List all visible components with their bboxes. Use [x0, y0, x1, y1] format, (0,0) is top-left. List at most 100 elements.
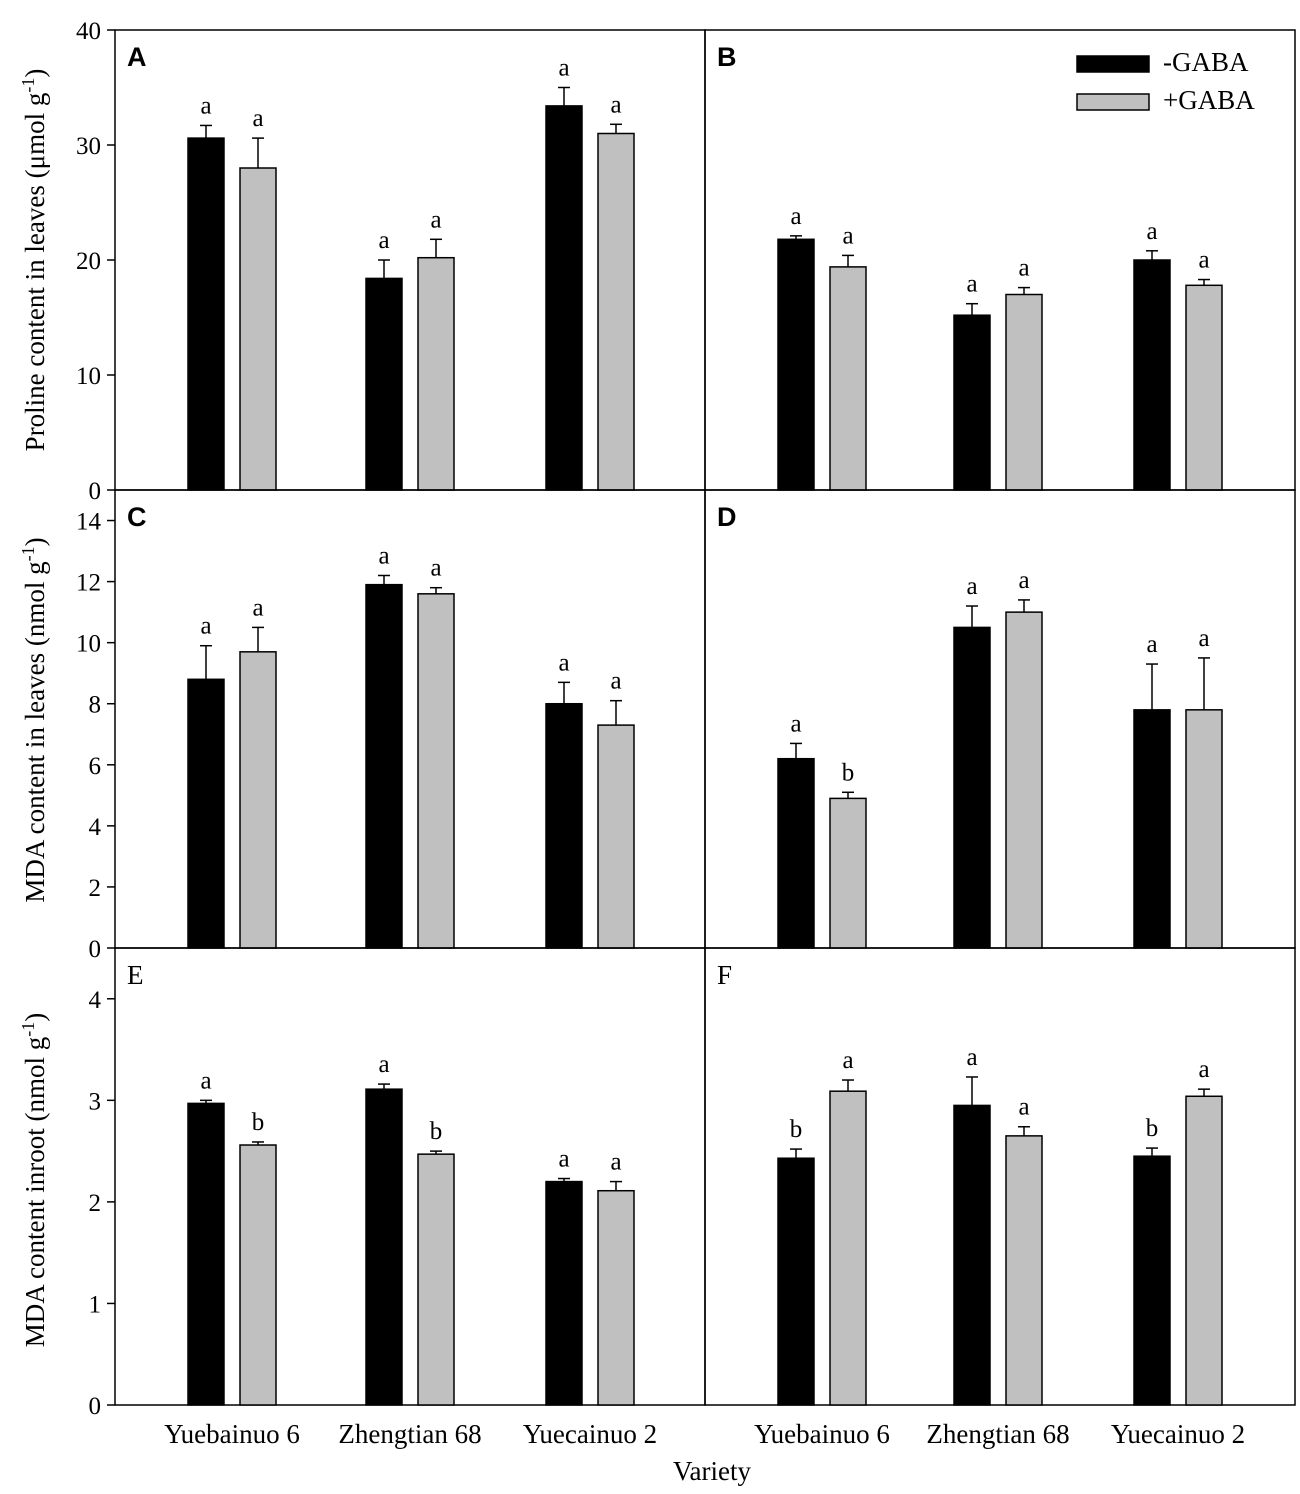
significance-letter: a	[966, 1044, 977, 1071]
y-tick-label: 0	[89, 478, 102, 505]
bar	[1185, 1095, 1223, 1406]
bar	[1005, 1135, 1043, 1406]
y-tick-label: 30	[76, 133, 101, 160]
y-tick-label: 12	[76, 570, 101, 597]
category-label: Yuebainuo 6	[164, 1419, 300, 1449]
significance-letter: a	[966, 573, 977, 600]
bar	[417, 593, 455, 949]
bar	[777, 757, 815, 949]
category-label: Zhengtian 68	[926, 1419, 1069, 1449]
bar	[597, 132, 635, 491]
bar	[545, 702, 583, 949]
bar	[597, 1189, 635, 1406]
y-tick-label: 0	[89, 1393, 102, 1420]
y-axis-title-mda-root: MDA content inroot (nmol g-1)	[18, 1013, 50, 1347]
panel-label: B	[717, 42, 737, 72]
significance-letter: a	[610, 1149, 621, 1176]
y-tick-label: 2	[89, 875, 102, 902]
significance-letter: a	[1146, 218, 1157, 245]
bar	[187, 1102, 225, 1406]
bar	[777, 1157, 815, 1406]
bar	[829, 797, 867, 949]
significance-letter: a	[790, 203, 801, 230]
bar	[239, 1144, 277, 1406]
legend-label: +GABA	[1163, 85, 1255, 115]
significance-letter: a	[610, 668, 621, 695]
significance-letter: b	[252, 1109, 265, 1136]
bar	[953, 1104, 991, 1406]
panel-frame	[704, 947, 1296, 1406]
bar	[239, 167, 277, 491]
significance-letter: a	[378, 542, 389, 569]
y-tick-label: 10	[76, 631, 101, 658]
significance-letter: a	[378, 227, 389, 254]
significance-letter: a	[966, 271, 977, 298]
significance-letter: a	[430, 555, 441, 582]
significance-letter: a	[842, 222, 853, 249]
y-tick-label: 6	[89, 753, 102, 780]
bar	[1133, 709, 1171, 949]
bar	[545, 105, 583, 491]
significance-letter: a	[252, 105, 263, 132]
y-tick-label: 4	[89, 987, 102, 1014]
significance-letter: a	[558, 649, 569, 676]
significance-letter: a	[558, 55, 569, 82]
panel-D: Da a a b a a	[704, 489, 1296, 949]
significance-letter: a	[1018, 255, 1029, 282]
legend-label: -GABA	[1163, 47, 1249, 77]
category-label: Yuecainuo 2	[523, 1419, 657, 1449]
bar	[953, 314, 991, 491]
bar	[1185, 284, 1223, 491]
significance-letter: b	[790, 1116, 803, 1143]
bar	[1005, 293, 1043, 491]
significance-letter: a	[200, 1067, 211, 1094]
bar	[365, 277, 403, 491]
significance-letter: a	[252, 594, 263, 621]
panel-B: Ba a a a a a -GABA +GABA	[704, 29, 1296, 491]
y-tick-label: 14	[76, 509, 102, 536]
significance-letter: a	[610, 91, 621, 118]
significance-letter: b	[430, 1118, 443, 1145]
bar	[953, 626, 991, 949]
bar	[365, 583, 403, 949]
panel-label: F	[717, 960, 732, 990]
significance-letter: a	[842, 1047, 853, 1074]
panel-C: 0 2 4 6 8 10 12 14 Ca a a a a a	[76, 489, 706, 963]
significance-letter: a	[200, 613, 211, 640]
y-tick-label: 4	[89, 814, 102, 841]
significance-letter: a	[1198, 247, 1209, 274]
panel-A: 0 10 20 30 40 Aa a a a a a	[76, 18, 706, 505]
panel-F: Fb a b a a a Yuebainuo 6 Zhengtian 68 Yuecainuo …	[704, 947, 1296, 1449]
significance-letter: b	[842, 759, 855, 786]
legend-swatch	[1076, 93, 1150, 111]
significance-letter: a	[1198, 1056, 1209, 1083]
category-label: Zhengtian 68	[338, 1419, 481, 1449]
bar	[1133, 1155, 1171, 1406]
y-tick-label: 40	[76, 18, 101, 45]
y-tick-label: 20	[76, 248, 101, 275]
y-axis-title-mda-leaves: MDA content in leaves (nmol g-1)	[18, 537, 50, 902]
bar	[829, 1090, 867, 1406]
bar	[1185, 709, 1223, 949]
significance-letter: a	[558, 1146, 569, 1173]
panel-label: A	[127, 42, 147, 72]
y-tick-label: 2	[89, 1190, 102, 1217]
y-axis-title-proline: Proline content in leaves (μmol g-1)	[18, 69, 50, 452]
y-tick-label: 0	[89, 936, 102, 963]
significance-letter: a	[1018, 1094, 1029, 1121]
x-axis-title: Variety	[673, 1456, 751, 1486]
bar	[365, 1088, 403, 1406]
significance-letter: a	[1146, 631, 1157, 658]
y-tick-label: 3	[89, 1088, 102, 1115]
significance-letter: a	[1018, 567, 1029, 594]
category-label: Yuebainuo 6	[754, 1419, 890, 1449]
panel-E: 0 1 2 3 4Ea a a b b a Yuebainuo 6 Zhengtian 68 Yueca…	[89, 947, 706, 1449]
bar	[1133, 259, 1171, 491]
significance-letter: a	[378, 1051, 389, 1078]
significance-letter: a	[430, 206, 441, 233]
category-label: Yuecainuo 2	[1111, 1419, 1245, 1449]
y-tick-label: 10	[76, 363, 101, 390]
bar	[417, 256, 455, 491]
bar	[417, 1153, 455, 1406]
